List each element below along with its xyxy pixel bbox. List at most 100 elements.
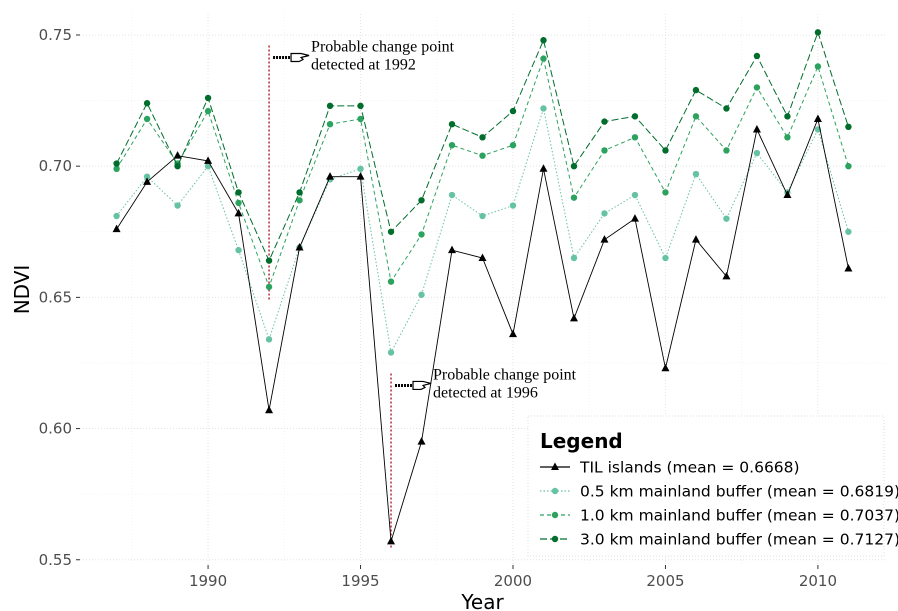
data-point-circle [418,231,425,238]
data-point-circle [357,115,364,123]
change-point-label: Probable change point [433,366,577,383]
data-point-circle [692,86,700,94]
data-point-triangle [539,164,548,172]
data-point-triangle [600,235,609,243]
data-point-circle [296,189,303,196]
data-point-circle [357,102,364,110]
data-point-triangle [844,264,853,272]
legend-item: 1.0 km mainland buffer (mean = 0.7037) [540,507,898,525]
series-line-1 [116,106,849,355]
data-point-circle [662,254,669,262]
pointing-hand-icon [395,380,432,391]
y-tick-label: 0.65 [39,288,72,306]
data-point-circle [631,113,639,120]
legend-label: 1.0 km mainland buffer (mean = 0.7037) [580,507,898,525]
series-layer [112,29,853,545]
data-point-circle [387,228,395,235]
data-point-circle [784,134,791,141]
data-point-circle [265,336,273,343]
data-point-circle [113,165,120,173]
data-point-circle [540,55,547,62]
data-point-circle [448,121,456,128]
data-point-triangle [143,177,152,185]
data-point-circle [540,37,547,44]
legend-item: TIL islands (mean = 0.6668) [540,459,800,477]
data-point-triangle [234,208,243,217]
data-point-circle [753,52,761,60]
data-point-circle [784,113,791,120]
data-point-circle [235,199,242,207]
data-point-circle [387,349,395,356]
y-tick-label: 0.70 [39,157,72,175]
data-point-circle [509,141,517,149]
data-point-circle [540,105,547,112]
data-point-circle [204,94,212,102]
legend-label: TIL islands (mean = 0.6668) [579,459,800,477]
data-point-triangle [417,437,426,445]
data-point-triangle [112,224,121,233]
data-point-circle [692,113,700,120]
legend-marker [551,462,559,470]
legend-marker [551,511,559,519]
data-point-circle [753,84,761,91]
data-point-circle [387,278,395,285]
data-point-circle [570,254,578,262]
data-point-circle [143,115,151,123]
legend-title: Legend [540,429,623,453]
y-axis-title: NDVI [10,265,34,315]
data-point-triangle [722,271,731,280]
data-point-circle [509,202,517,209]
legend-label: 3.0 km mainland buffer (mean = 0.7127) [580,531,898,549]
y-tick-label: 0.55 [39,551,72,569]
data-point-circle [509,107,517,115]
data-point-circle [357,165,364,173]
data-point-circle [235,246,242,254]
data-point-circle [296,197,303,204]
legend-marker [551,487,559,495]
data-point-triangle [478,253,487,262]
data-point-circle [845,123,852,131]
data-point-circle [326,121,334,128]
data-point-circle [570,162,578,170]
data-point-circle [631,134,639,141]
legend-item: 3.0 km mainland buffer (mean = 0.7127) [540,531,898,549]
data-point-circle [570,194,578,201]
legend: Legend TIL islands (mean = 0.6668) 0.5 km… [527,415,898,557]
x-axis-title: Year [460,590,504,611]
data-point-triangle [630,214,639,222]
data-point-triangle [691,235,700,243]
data-point-triangle [783,190,792,199]
data-point-triangle [356,172,365,180]
data-point-circle [235,189,242,196]
y-tick-label: 0.60 [39,420,72,438]
data-point-circle [601,147,608,154]
axes: 1990 1995 2000 2005 2010 0.55 0.60 0.65 0.70 0.75 [39,26,837,590]
data-point-circle [265,257,273,264]
change-point-label: Probable change point [311,38,455,55]
legend-box [527,415,885,557]
data-point-circle [113,212,120,220]
series-line-3 [116,30,849,262]
data-point-circle [845,162,852,170]
data-point-circle [479,212,486,220]
data-point-circle [204,107,212,115]
y-tick-label: 0.75 [39,26,72,44]
x-tick-label: 1995 [341,572,379,590]
series-line-2 [116,56,849,289]
change-point-label: detected at 1996 [433,384,538,401]
data-point-triangle [173,151,182,159]
change-point-label: detected at 1992 [311,56,416,73]
data-point-circle [479,134,486,141]
data-point-circle [265,283,273,291]
data-point-circle [631,191,639,199]
data-point-triangle [661,363,670,372]
data-point-circle [448,191,456,199]
data-point-triangle [326,172,335,180]
x-tick-label: 2005 [646,572,684,590]
pointing-hand-icon [273,52,310,63]
data-point-triangle [752,124,761,133]
data-point-circle [326,102,334,110]
data-point-triangle [387,536,396,545]
